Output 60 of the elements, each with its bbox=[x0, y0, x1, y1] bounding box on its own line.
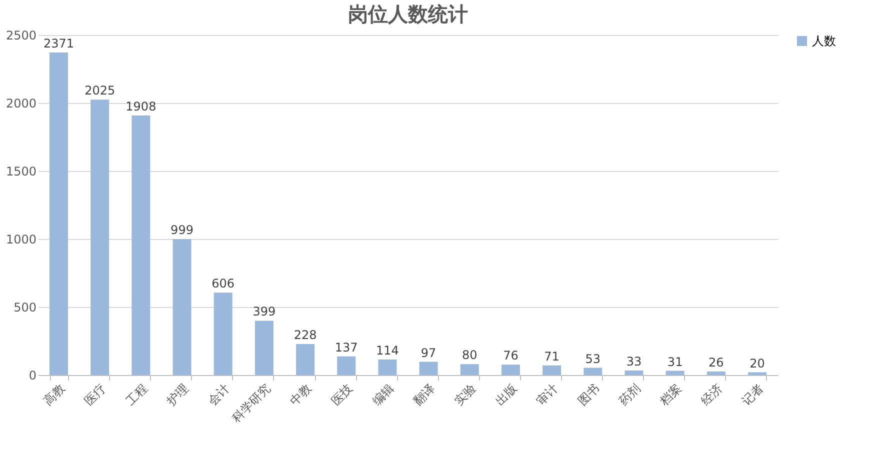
data-label: 53 bbox=[585, 352, 601, 366]
data-label: 71 bbox=[544, 349, 560, 364]
bar bbox=[50, 52, 68, 375]
x-tick-label: 编辑 bbox=[370, 381, 396, 408]
y-tick-label: 1500 bbox=[6, 164, 36, 178]
x-tick-label: 护理 bbox=[163, 381, 191, 409]
chart-title: 岗位人数统计 bbox=[348, 2, 468, 26]
data-label: 97 bbox=[420, 346, 436, 360]
x-tick-label: 医疗 bbox=[82, 381, 109, 408]
bar bbox=[296, 344, 315, 375]
bar bbox=[748, 372, 766, 375]
bar bbox=[132, 116, 150, 375]
bar bbox=[706, 371, 726, 375]
x-tick-label: 档案 bbox=[656, 381, 684, 409]
data-label: 999 bbox=[170, 223, 194, 238]
bar bbox=[378, 359, 397, 375]
data-label: 606 bbox=[212, 276, 235, 291]
bar bbox=[624, 370, 644, 375]
bar bbox=[501, 364, 520, 375]
data-label: 31 bbox=[667, 354, 683, 369]
bar bbox=[419, 362, 438, 375]
bar bbox=[337, 356, 356, 375]
x-tick-label: 实验 bbox=[452, 381, 479, 408]
bar bbox=[584, 368, 602, 375]
legend-label: 人数 bbox=[812, 34, 836, 48]
bar bbox=[254, 320, 274, 375]
x-tick-label: 出版 bbox=[492, 381, 520, 408]
x-tick-label: 记者 bbox=[739, 381, 766, 408]
data-label: 2025 bbox=[84, 84, 116, 98]
bar bbox=[460, 364, 479, 375]
bar bbox=[666, 370, 684, 375]
y-tick-label: 2500 bbox=[6, 28, 36, 42]
y-tick-label: 0 bbox=[28, 368, 36, 382]
data-label: 114 bbox=[376, 343, 399, 358]
x-tick-label: 药剂 bbox=[616, 381, 643, 408]
data-label: 1908 bbox=[126, 100, 156, 114]
data-label: 20 bbox=[750, 356, 765, 370]
y-tick-label: 500 bbox=[14, 300, 36, 314]
x-tick-label: 图书 bbox=[575, 381, 602, 408]
bar bbox=[90, 100, 110, 375]
x-tick-label: 中教 bbox=[287, 381, 314, 408]
x-tick-label: 经济 bbox=[698, 381, 726, 408]
bar bbox=[542, 365, 562, 375]
x-tick-label: 翻译 bbox=[410, 381, 438, 408]
x-tick-label: 医技 bbox=[328, 381, 356, 408]
bar bbox=[172, 239, 192, 375]
data-label: 137 bbox=[334, 340, 358, 354]
data-label: 80 bbox=[462, 348, 478, 362]
y-tick-label: 1000 bbox=[6, 232, 36, 246]
data-label: 228 bbox=[294, 328, 317, 342]
x-tick-label: 工程 bbox=[123, 381, 150, 408]
data-label: 33 bbox=[626, 354, 642, 369]
data-label: 26 bbox=[708, 355, 724, 370]
bar bbox=[214, 292, 232, 375]
x-tick-label: 高教 bbox=[40, 381, 68, 408]
data-label: 2371 bbox=[43, 36, 74, 51]
data-label: 399 bbox=[252, 304, 276, 319]
x-tick-label: 审计 bbox=[534, 381, 561, 408]
data-label: 76 bbox=[503, 348, 518, 363]
y-tick-label: 2000 bbox=[6, 96, 36, 110]
